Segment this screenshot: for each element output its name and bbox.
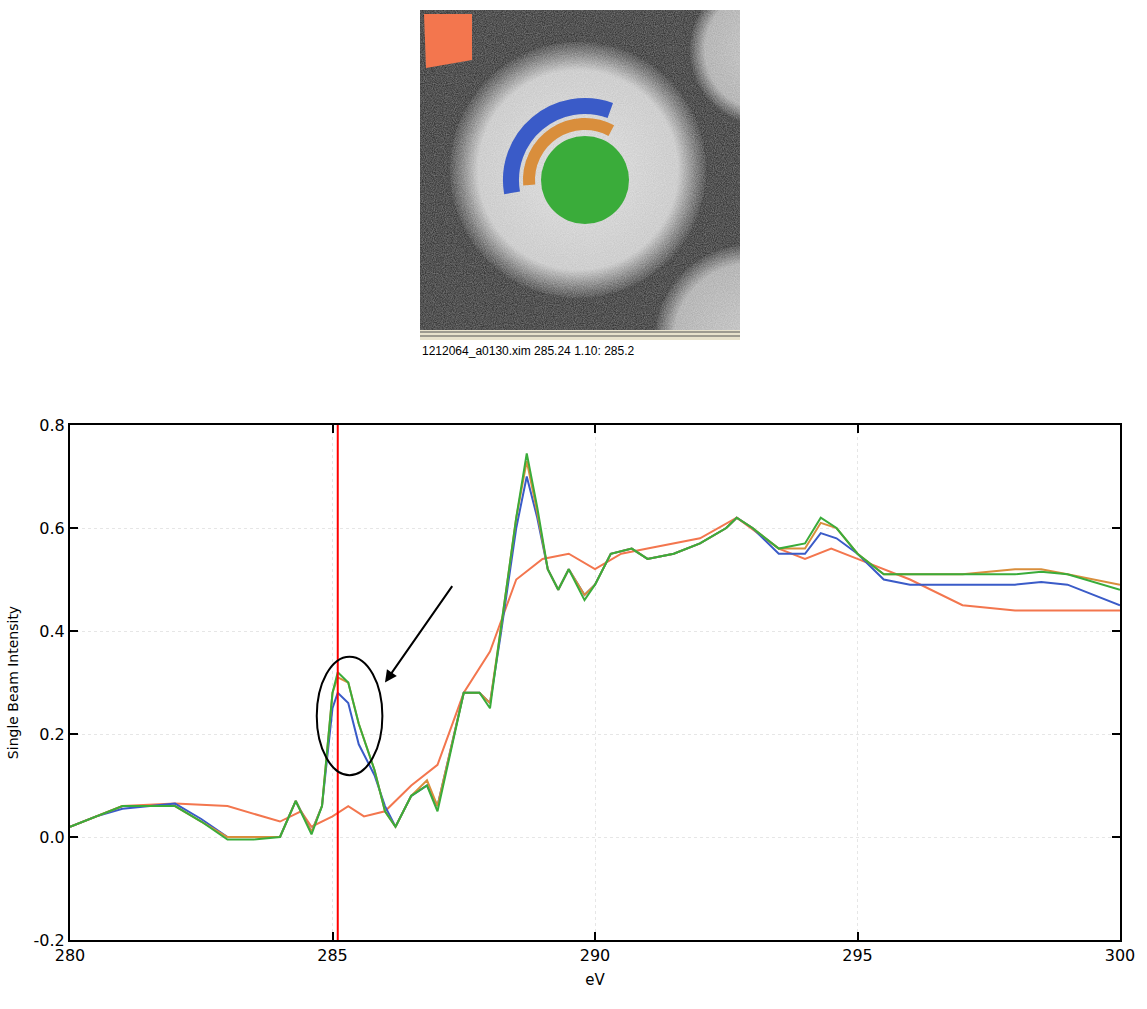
svg-text:0.4: 0.4: [39, 622, 64, 641]
svg-text:0.0: 0.0: [39, 828, 64, 847]
html-text:1212064_a0130.xim 285.24 1.10:: 1212064_a0130.xim 285.24 1.10: 285.2: [422, 344, 635, 358]
svg-text:0.2: 0.2: [39, 725, 64, 744]
svg-text:-0.2: -0.2: [34, 931, 65, 950]
svg-text:0.6: 0.6: [39, 519, 64, 538]
svg-text:eV: eV: [585, 971, 605, 989]
svg-text:Single Beam Intensity: Single Beam Intensity: [5, 606, 21, 759]
svg-text:300: 300: [1105, 946, 1136, 965]
svg-text:285: 285: [317, 946, 348, 965]
svg-text:0.8: 0.8: [39, 416, 64, 435]
svg-text:280: 280: [55, 946, 86, 965]
svg-text:295: 295: [842, 946, 873, 965]
svg-text:290: 290: [580, 946, 611, 965]
